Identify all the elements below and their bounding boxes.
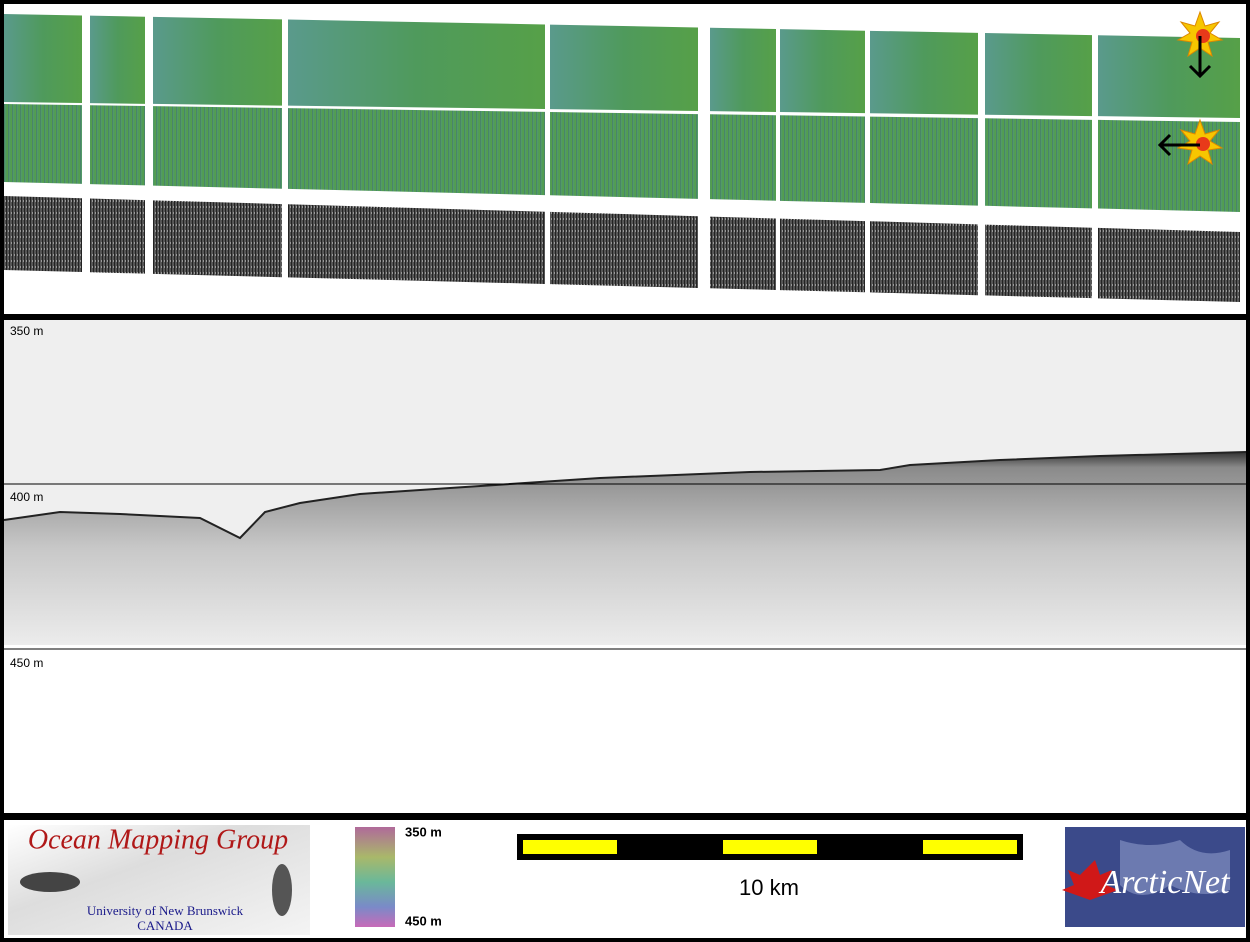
- swath: [985, 224, 1092, 299]
- depth-label: 350 m: [10, 324, 43, 338]
- swath: [710, 27, 776, 112]
- logo-text: CANADA: [137, 918, 193, 933]
- swath: [1098, 35, 1240, 118]
- colorbar-label: 350 m: [405, 824, 442, 839]
- swath: [870, 30, 978, 115]
- swath: [288, 19, 545, 110]
- swath: [288, 204, 545, 285]
- swath: [985, 33, 1092, 117]
- swath: [4, 14, 82, 104]
- swath: [985, 118, 1092, 209]
- seafloor-line: [3, 451, 1247, 540]
- swath: [780, 115, 865, 203]
- swath: [90, 198, 145, 274]
- swath: [153, 106, 282, 189]
- swath: [710, 114, 776, 201]
- arcticnet-logo: ArcticNet: [1062, 827, 1245, 927]
- swath: [4, 104, 82, 184]
- swath: [1098, 227, 1240, 302]
- logo-title: Ocean Mapping Group: [28, 824, 288, 855]
- sun-icon: [1176, 10, 1224, 79]
- swath: [288, 108, 545, 196]
- logo-text: University of New Brunswick: [87, 903, 244, 918]
- depth-label: 400 m: [10, 490, 43, 504]
- swath: [153, 200, 282, 278]
- swath: [780, 29, 865, 114]
- swath: [90, 15, 145, 104]
- colorbar: [355, 827, 395, 927]
- swath: [550, 111, 698, 199]
- swaths: [4, 14, 1240, 302]
- colorbar-label: 450 m: [405, 913, 442, 928]
- swath: [550, 211, 698, 288]
- swath: [710, 216, 776, 290]
- seafloor: [4, 452, 1246, 645]
- sun-icon: [1157, 118, 1224, 166]
- swath: [870, 116, 978, 206]
- scale-bar: [517, 834, 1023, 860]
- swath: [90, 105, 145, 186]
- logo-title: ArcticNet: [1098, 864, 1231, 901]
- omg-logo: Ocean Mapping Group University of New Br…: [8, 824, 310, 935]
- swath: [780, 218, 865, 293]
- swath: [1098, 119, 1240, 212]
- depth-label: 450 m: [10, 656, 43, 670]
- scale-label: 10 km: [739, 875, 799, 900]
- swath: [4, 196, 82, 273]
- swath: [870, 221, 978, 296]
- swath: [550, 24, 698, 111]
- swath: [153, 16, 282, 106]
